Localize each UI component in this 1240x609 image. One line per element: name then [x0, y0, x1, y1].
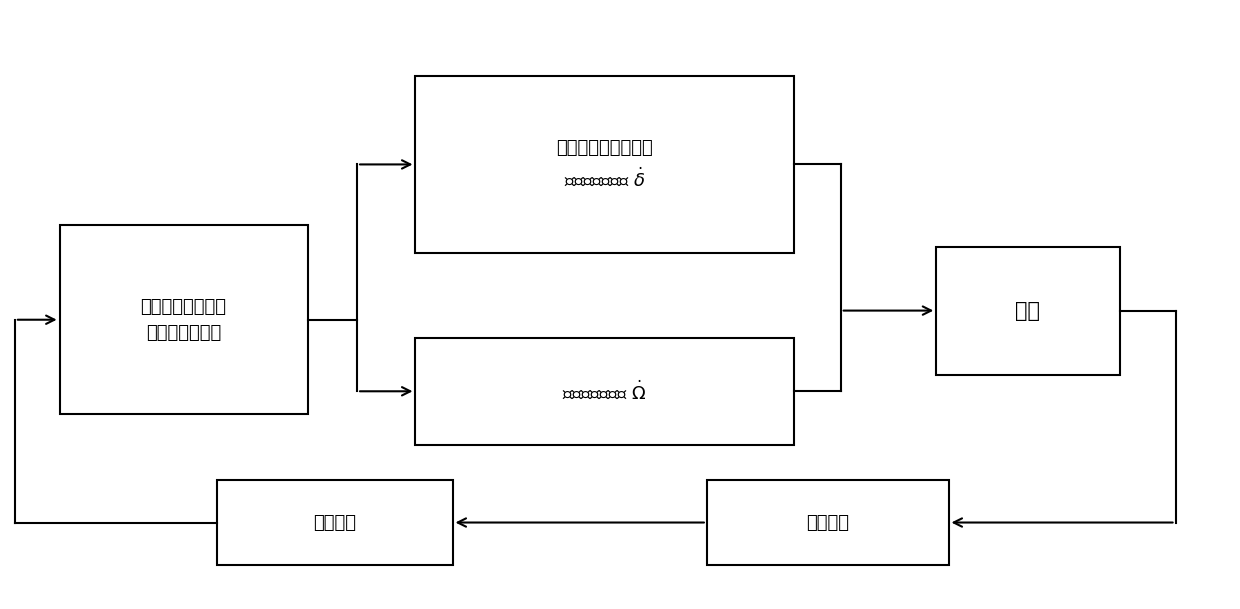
Text: 测量环节: 测量环节 — [806, 513, 849, 532]
Bar — [415, 338, 794, 445]
Text: 单框架控制力矩陀螺
群的框架角速度 $\dot{\delta}$: 单框架控制力矩陀螺 群的框架角速度 $\dot{\delta}$ — [556, 139, 653, 190]
Text: 力矩分配算法与执
行机构切换策略: 力矩分配算法与执 行机构切换策略 — [140, 298, 227, 342]
Bar — [217, 480, 453, 565]
Bar — [936, 247, 1120, 375]
Text: 飞轮的角加速度 $\dot{\Omega}$: 飞轮的角加速度 $\dot{\Omega}$ — [563, 380, 646, 403]
Text: 星体: 星体 — [1016, 301, 1040, 320]
Bar — [707, 480, 949, 565]
Bar — [60, 225, 308, 414]
Text: 控制算法: 控制算法 — [314, 513, 356, 532]
Bar — [415, 76, 794, 253]
